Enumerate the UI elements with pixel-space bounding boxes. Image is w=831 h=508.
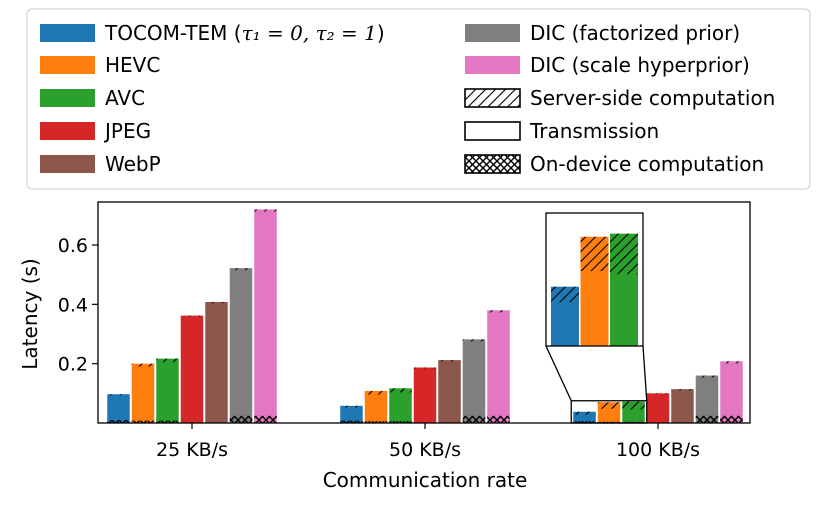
server-hatch bbox=[131, 363, 155, 367]
device-hatch bbox=[573, 421, 596, 423]
legend-label: JPEG bbox=[103, 119, 151, 143]
legend-swatch bbox=[40, 122, 95, 140]
bar bbox=[573, 411, 596, 423]
bar bbox=[720, 361, 743, 423]
zoom-connector bbox=[545, 345, 572, 402]
server-hatch bbox=[340, 405, 363, 408]
server-hatch bbox=[580, 236, 609, 272]
y-axis-label: Latency (s) bbox=[18, 258, 42, 369]
bar bbox=[364, 390, 388, 423]
server-hatch bbox=[389, 388, 412, 393]
server-hatch bbox=[646, 393, 670, 395]
bar bbox=[205, 301, 228, 423]
server-hatch bbox=[180, 315, 204, 317]
y-tick-label: 0.4 bbox=[58, 294, 88, 316]
legend-label: Server-side computation bbox=[530, 86, 775, 110]
bar bbox=[413, 367, 437, 423]
legend-hatch-swatch bbox=[464, 121, 521, 141]
bar bbox=[229, 268, 253, 423]
device-hatch bbox=[720, 415, 743, 423]
server-hatch bbox=[487, 310, 510, 313]
y-tick-label: 0.6 bbox=[58, 235, 88, 257]
legend-label: On-device computation bbox=[530, 152, 764, 176]
zoom-connector bbox=[642, 345, 648, 401]
legend-label: AVC bbox=[105, 86, 145, 110]
x-tick-label: 50 KB/s bbox=[389, 439, 461, 461]
x-tick-label: 25 KB/s bbox=[156, 439, 228, 461]
bar bbox=[438, 360, 461, 423]
server-hatch bbox=[695, 375, 719, 378]
bar bbox=[462, 339, 486, 423]
axes-frame bbox=[97, 201, 751, 424]
legend: TOCOM-TEM (τ₁ = 0, τ₂ = 1) HEVC AVC JPEG Web… bbox=[26, 8, 811, 190]
legend-swatch bbox=[465, 24, 520, 42]
bar bbox=[695, 375, 719, 423]
bar bbox=[671, 389, 694, 423]
device-hatch bbox=[107, 420, 130, 423]
server-hatch bbox=[438, 360, 461, 362]
legend-swatch bbox=[465, 56, 520, 74]
server-hatch bbox=[610, 233, 638, 275]
bar bbox=[254, 209, 277, 423]
legend-label: HEVC bbox=[105, 53, 160, 77]
bar bbox=[180, 315, 204, 423]
x-tick-label: 100 KB/s bbox=[616, 439, 700, 461]
server-hatch bbox=[573, 411, 596, 415]
server-hatch bbox=[254, 209, 277, 212]
device-hatch bbox=[695, 415, 719, 423]
device-hatch bbox=[340, 420, 363, 423]
server-hatch bbox=[107, 394, 130, 396]
legend-label: TOCOM-TEM (τ₁ = 0, τ₂ = 1) bbox=[104, 21, 385, 45]
bar bbox=[107, 394, 130, 423]
device-hatch bbox=[131, 420, 155, 423]
server-hatch bbox=[205, 301, 228, 304]
device-hatch bbox=[156, 420, 179, 423]
x-axis-label: Communication rate bbox=[323, 468, 528, 492]
legend-label: WebP bbox=[105, 152, 161, 176]
server-hatch bbox=[622, 401, 645, 410]
legend-hatch-swatch bbox=[464, 88, 521, 108]
device-hatch bbox=[487, 415, 510, 423]
server-hatch bbox=[551, 286, 579, 303]
zoom-inset-frame bbox=[545, 212, 644, 347]
bar bbox=[389, 388, 412, 423]
device-hatch bbox=[462, 415, 486, 423]
bar bbox=[646, 393, 670, 423]
device-hatch bbox=[364, 421, 388, 423]
legend-swatch bbox=[40, 155, 95, 173]
bar bbox=[340, 405, 363, 423]
bar bbox=[131, 363, 155, 423]
server-hatch bbox=[671, 389, 694, 391]
device-hatch bbox=[389, 421, 412, 423]
legend-label: Transmission bbox=[529, 119, 659, 143]
legend-label: DIC (factorized prior) bbox=[530, 21, 740, 45]
bar bbox=[487, 310, 510, 423]
y-tick-label: 0.2 bbox=[58, 354, 88, 376]
server-hatch bbox=[597, 402, 621, 409]
legend-label: DIC (scale hyperprior) bbox=[530, 53, 750, 77]
server-hatch bbox=[364, 390, 388, 395]
legend-swatch bbox=[40, 24, 95, 42]
server-hatch bbox=[720, 361, 743, 364]
device-hatch bbox=[254, 415, 277, 423]
server-hatch bbox=[462, 339, 486, 342]
bar bbox=[156, 358, 179, 423]
server-hatch bbox=[413, 367, 437, 369]
server-hatch bbox=[156, 358, 179, 363]
device-hatch bbox=[229, 415, 253, 423]
legend-swatch bbox=[40, 89, 95, 107]
legend-hatch-swatch bbox=[464, 154, 521, 174]
legend-frame bbox=[26, 8, 811, 190]
server-hatch bbox=[229, 268, 253, 271]
legend-swatch bbox=[40, 56, 95, 74]
